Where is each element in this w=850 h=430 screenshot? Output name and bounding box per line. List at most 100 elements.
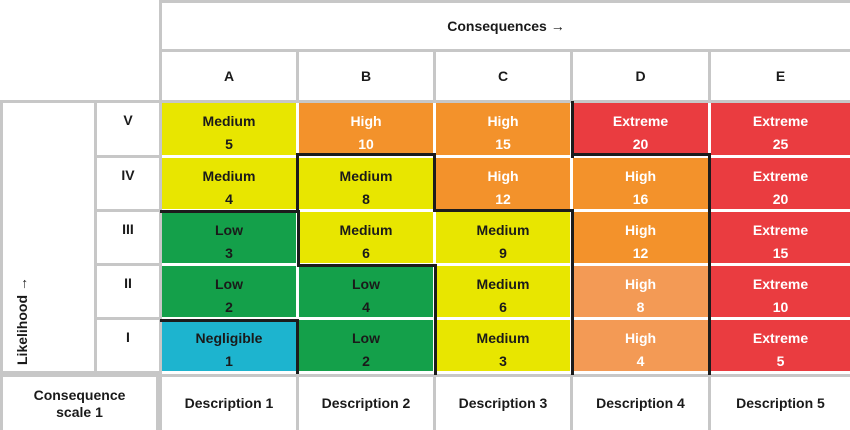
risk-score: 1 (225, 353, 233, 369)
risk-level-label: Medium (202, 168, 256, 184)
risk-score: 5 (776, 353, 785, 369)
row-label-iv: IV (97, 158, 159, 209)
risk-cell: Extreme 15 (711, 212, 850, 263)
risk-level-label: Medium (476, 276, 530, 292)
risk-level-label: Medium (202, 113, 256, 129)
risk-score: 6 (499, 299, 507, 315)
risk-level-label: Low (215, 222, 243, 238)
risk-score: 4 (636, 353, 645, 369)
risk-score: 4 (362, 299, 370, 315)
risk-level-label: Low (215, 276, 243, 292)
risk-score: 3 (225, 245, 233, 261)
risk-level-label: High (624, 330, 657, 346)
column-header-e: E (711, 52, 850, 100)
risk-level-label: Low (352, 276, 380, 292)
risk-score: 3 (499, 353, 507, 369)
column-header-b: B (299, 52, 433, 100)
risk-cell: Low 2 (299, 320, 433, 371)
risk-level-label: Extreme (752, 113, 809, 129)
description-1: Description 1 (162, 377, 296, 430)
risk-cell: High 12 (436, 158, 570, 209)
zone-boundary-line (434, 264, 437, 375)
risk-cell: Medium 6 (299, 212, 433, 263)
consequence-scale-label: Consequence scale 1 (3, 377, 156, 430)
zone-boundary-line (571, 101, 574, 158)
risk-level-label: Medium (476, 222, 530, 238)
risk-cell: High 12 (573, 212, 708, 263)
risk-score: 15 (772, 245, 789, 261)
risk-level-label: Extreme (752, 330, 809, 346)
zone-boundary-line (160, 319, 299, 322)
risk-cell: High 4 (573, 320, 708, 371)
row-label-v: V (97, 103, 159, 155)
zone-boundary-line (433, 153, 436, 212)
risk-score: 2 (225, 299, 233, 315)
zone-boundary-line (297, 210, 300, 267)
zone-boundary-line (571, 209, 574, 375)
risk-score: 25 (772, 136, 789, 152)
risk-score: 12 (632, 245, 649, 261)
risk-cell: Low 4 (299, 266, 433, 317)
column-header-a: A (162, 52, 296, 100)
risk-cell: Medium 9 (436, 212, 570, 263)
risk-level-label: Extreme (752, 168, 809, 184)
risk-level-label: Low (352, 330, 380, 346)
risk-cell: Medium 3 (436, 320, 570, 371)
likelihood-axis-box (3, 103, 94, 371)
risk-cell: Medium 8 (299, 158, 433, 209)
risk-score: 12 (495, 191, 511, 207)
risk-level-label: Medium (339, 222, 393, 238)
zone-boundary-line (708, 153, 711, 375)
risk-score: 6 (362, 245, 370, 261)
risk-score: 16 (632, 191, 649, 207)
risk-level-label: Medium (476, 330, 530, 346)
risk-level-label: High (350, 113, 382, 129)
risk-level-label: Extreme (752, 276, 809, 292)
zone-boundary-line (296, 319, 299, 374)
zone-boundary-line (296, 153, 299, 212)
zone-boundary-line (160, 210, 300, 213)
risk-level-label: Extreme (612, 113, 669, 129)
risk-cell: Negligible 1 (162, 320, 296, 371)
risk-cell: High 10 (299, 103, 433, 155)
zone-boundary-line (297, 264, 436, 267)
risk-cell: Medium 5 (162, 103, 296, 155)
zone-boundary-line (296, 153, 436, 156)
risk-cell: Medium 6 (436, 266, 570, 317)
risk-score: 9 (499, 245, 507, 261)
risk-score: 5 (225, 136, 233, 152)
risk-cell: High 15 (436, 103, 570, 155)
risk-cell: Extreme 20 (573, 103, 708, 155)
risk-score: 10 (772, 299, 789, 315)
risk-score: 8 (362, 191, 370, 207)
risk-level-label: High (624, 168, 657, 184)
risk-score: 15 (495, 136, 511, 152)
risk-score: 8 (636, 299, 645, 315)
risk-cell: High 8 (573, 266, 708, 317)
risk-score: 2 (362, 353, 370, 369)
risk-cell: Extreme 20 (711, 158, 850, 209)
description-4: Description 4 (573, 377, 708, 430)
risk-score: 20 (632, 136, 649, 152)
risk-cell: Medium 4 (162, 158, 296, 209)
row-label-i: I (97, 320, 159, 371)
description-2: Description 2 (299, 377, 433, 430)
risk-level-label: Medium (339, 168, 393, 184)
risk-level-label: High (624, 222, 657, 238)
risk-cell: High 16 (573, 158, 708, 209)
risk-cell: Extreme 25 (711, 103, 850, 155)
risk-score: 4 (225, 191, 233, 207)
risk-level-label: High (624, 276, 657, 292)
risk-level-label: High (487, 113, 519, 129)
risk-cell: Extreme 5 (711, 320, 850, 371)
risk-cell: Low 2 (162, 266, 296, 317)
risk-score: 10 (358, 136, 374, 152)
row-label-ii: II (97, 266, 159, 317)
column-header-c: C (436, 52, 570, 100)
risk-level-label: Negligible (195, 330, 263, 346)
likelihood-axis-title: Likelihood → (14, 277, 30, 365)
description-3: Description 3 (436, 377, 570, 430)
description-5: Description 5 (711, 377, 850, 430)
risk-score: 20 (772, 191, 789, 207)
